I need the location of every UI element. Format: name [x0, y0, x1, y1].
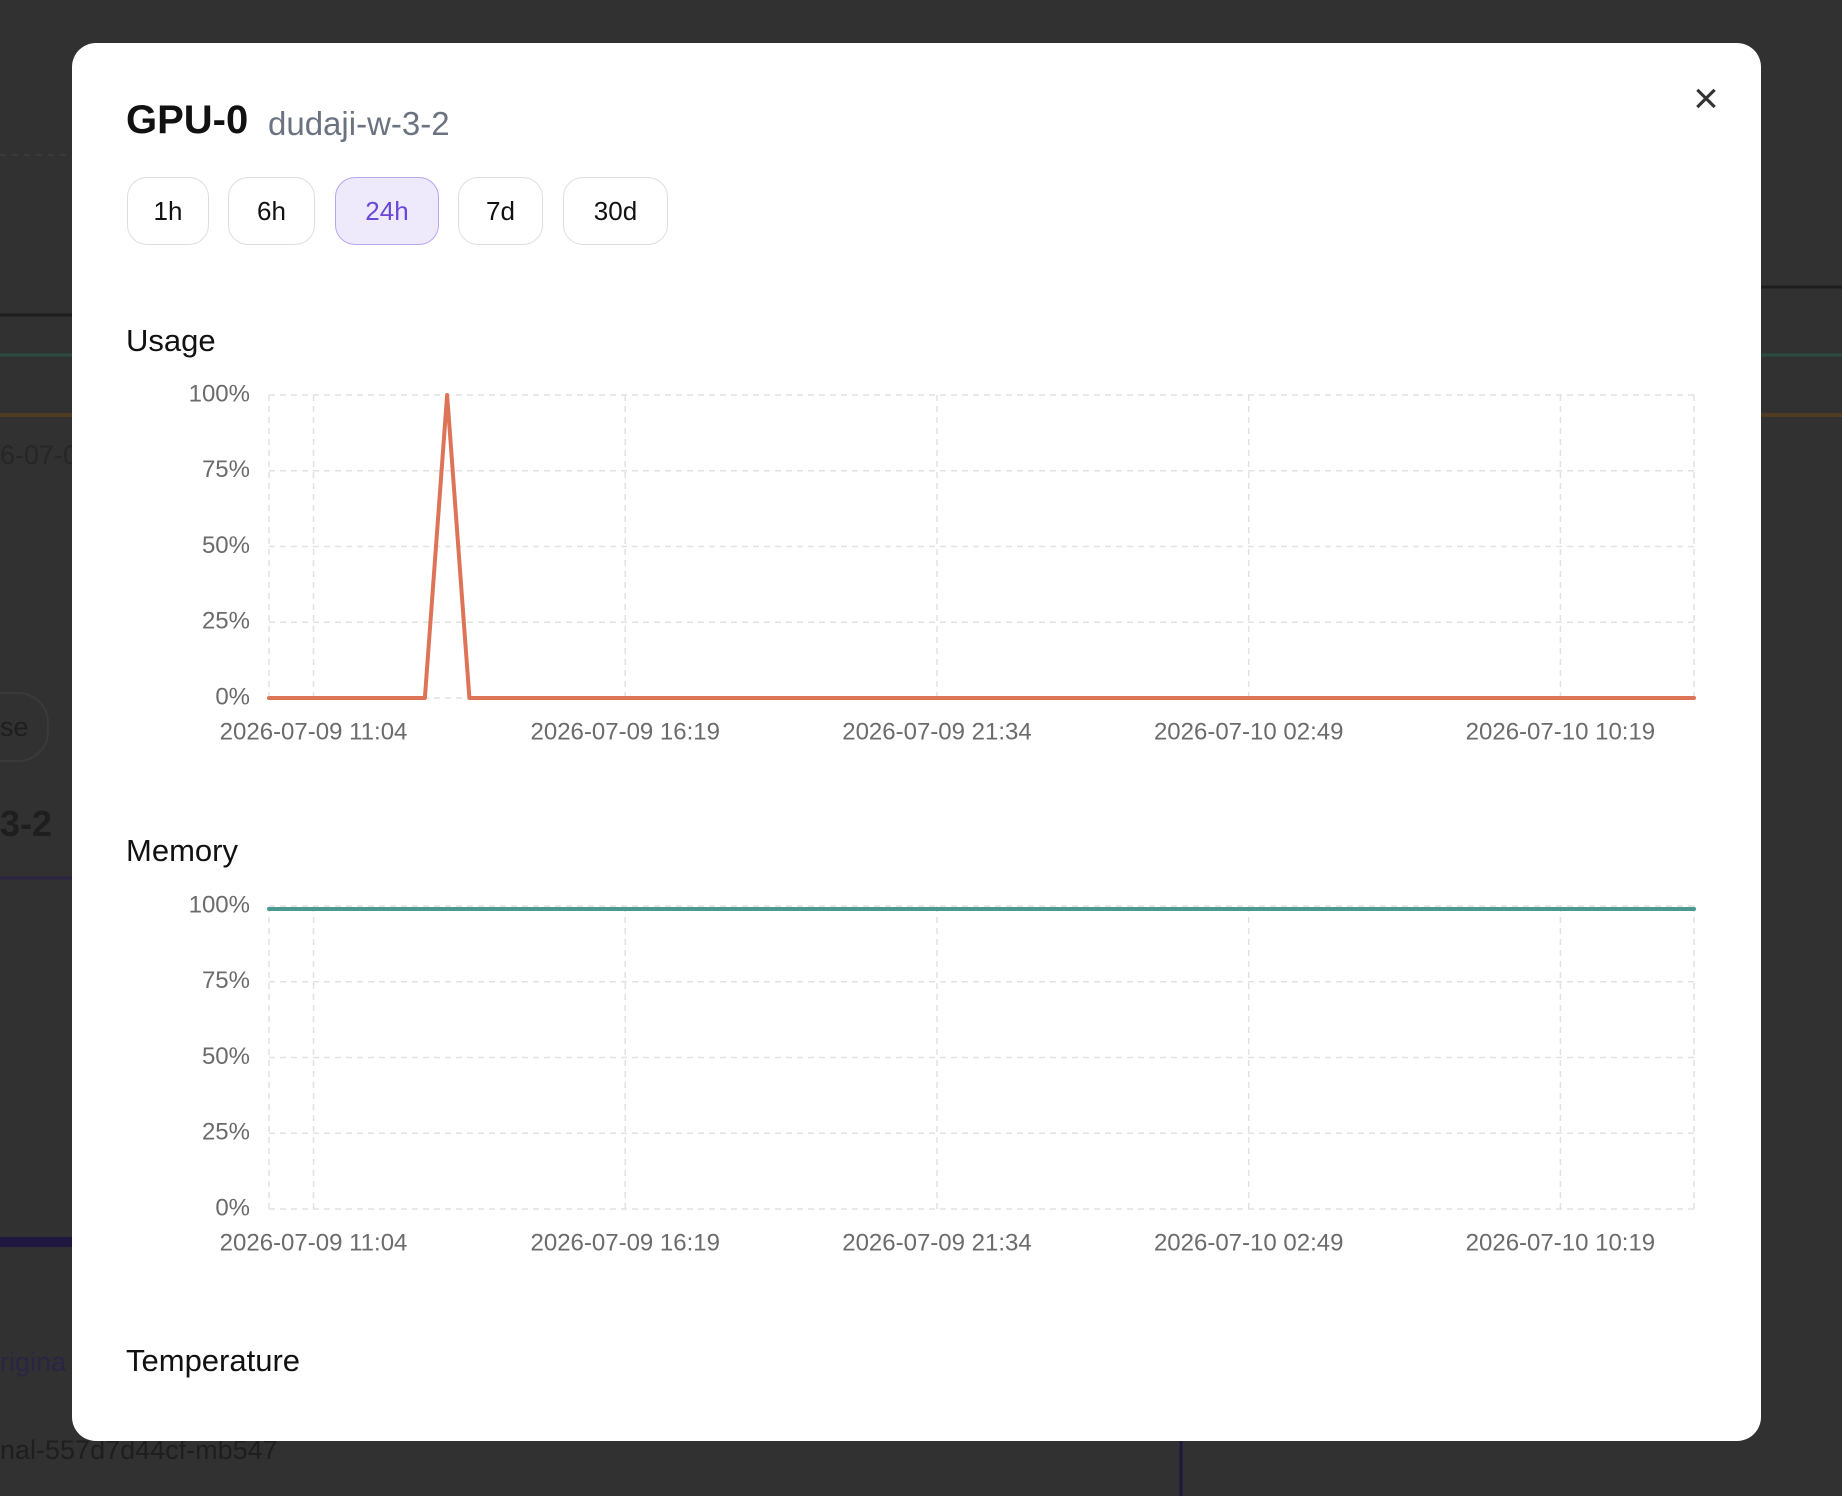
range-button[interactable]: 7d — [458, 177, 543, 245]
y-tick-label: 100% — [189, 380, 250, 407]
modal-title: GPU-0 — [126, 98, 249, 142]
chart-title: Memory — [126, 833, 238, 868]
x-tick-label: 2026-07-09 11:04 — [220, 1229, 408, 1256]
range-button[interactable]: 1h — [127, 177, 209, 245]
section-title: Temperature — [126, 1343, 301, 1378]
x-tick-label: 2026-07-10 10:19 — [1466, 1229, 1656, 1256]
chart: 0% 25% 50% 75% 100% 2026-07-09 11:04 2026-07-0… — [189, 891, 1696, 1256]
x-tick-label: 2026-07-09 21:34 — [842, 718, 1032, 745]
range-button[interactable]: 30d — [563, 177, 668, 245]
x-tick-label: 2026-07-10 02:49 — [1154, 1229, 1344, 1256]
y-tick-label: 50% — [202, 1043, 250, 1070]
y-tick-label: 25% — [202, 1119, 250, 1146]
background-text: rigina — [0, 1347, 67, 1377]
close-button[interactable]: × — [1693, 74, 1719, 123]
x-tick-label: 2026-07-10 10:19 — [1466, 718, 1656, 745]
x-tick-label: 2026-07-09 11:04 — [220, 718, 408, 745]
y-tick-label: 100% — [189, 891, 250, 918]
y-tick-label: 50% — [202, 532, 250, 559]
x-tick-label: 2026-07-10 02:49 — [1154, 718, 1344, 745]
y-tick-label: 75% — [202, 967, 250, 994]
series-line — [267, 393, 1696, 700]
range-button[interactable]: 24h — [335, 177, 439, 245]
y-tick-label: 0% — [215, 683, 250, 710]
chart: 0% 25% 50% 75% 100% 2026-07-09 11:04 2026-07-0… — [189, 380, 1696, 745]
x-tick-label: 2026-07-09 16:19 — [531, 1229, 721, 1256]
x-tick-label: 2026-07-09 21:34 — [842, 1229, 1032, 1256]
y-tick-label: 75% — [202, 456, 250, 483]
chart-title: Usage — [126, 323, 216, 358]
modal: GPU-0 dudaji-w-3-2 × Temperature 1h 6h 24h… — [72, 43, 1761, 1441]
y-tick-label: 25% — [202, 608, 250, 635]
background-text: se — [0, 712, 29, 742]
background-text: 3-2 — [0, 803, 53, 844]
modal-subtitle: dudaji-w-3-2 — [268, 105, 450, 142]
background-text: 6-07-0 — [0, 440, 79, 470]
x-tick-label: 2026-07-09 16:19 — [531, 718, 721, 745]
range-button[interactable]: 6h — [228, 177, 315, 245]
y-tick-label: 0% — [215, 1194, 250, 1221]
